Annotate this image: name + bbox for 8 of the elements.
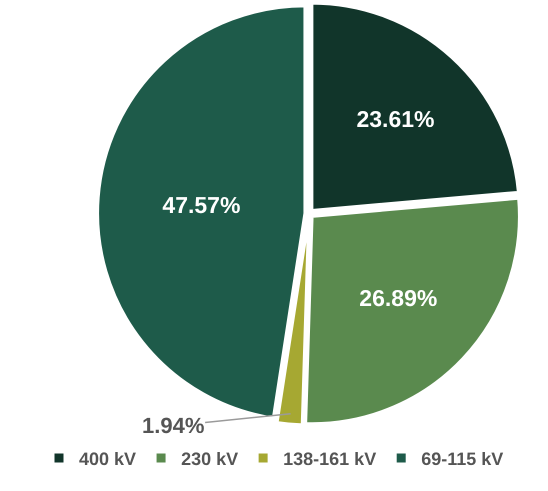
data-label: 1.94% xyxy=(142,413,204,438)
data-label: 47.57% xyxy=(162,192,240,218)
legend-label: 69-115 kV xyxy=(421,449,504,470)
legend-label: 230 kV xyxy=(181,449,238,470)
data-label: 26.89% xyxy=(359,284,438,311)
legend-label: 400 kV xyxy=(79,449,136,470)
legend-label: 138-161 kV xyxy=(283,449,376,470)
data-label: 23.61% xyxy=(356,106,434,132)
